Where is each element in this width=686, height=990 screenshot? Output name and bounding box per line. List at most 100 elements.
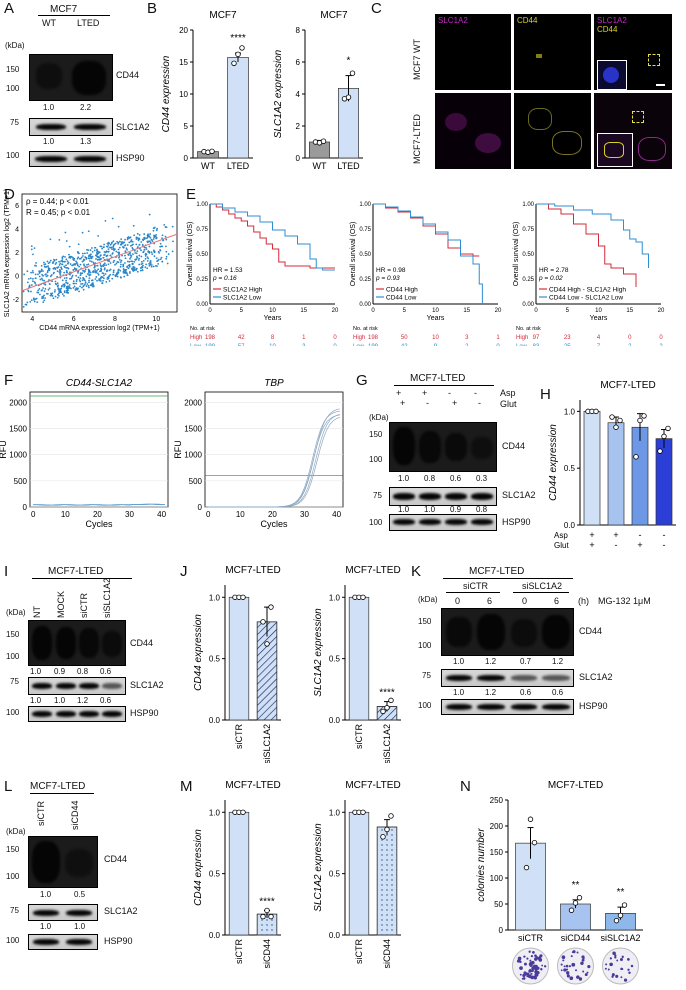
scatter-point: [78, 265, 81, 268]
panel-a-kda: (kDa): [5, 41, 25, 50]
scatter-point: [91, 247, 93, 249]
scatter-point: [35, 264, 38, 267]
scatter-point: [152, 265, 155, 268]
x-tick-label: 10: [61, 510, 70, 519]
scatter-point: [103, 243, 106, 246]
amplification-curve: [33, 503, 165, 506]
x-tick-label: 6: [72, 316, 76, 323]
colony-dot: [628, 971, 631, 974]
y-tick-label: 5: [184, 122, 189, 131]
data-point: [268, 913, 274, 920]
scatter-point: [148, 213, 151, 216]
risk-value: 7: [597, 344, 601, 346]
panel-g-quant-cd44: 0.6: [450, 474, 462, 483]
scatter-point: [96, 279, 98, 282]
scatter-point: [118, 246, 121, 249]
scatter-point: [100, 269, 102, 272]
colony-dot: [611, 973, 615, 977]
scatter-point: [47, 262, 50, 265]
scatter-point: [66, 282, 69, 285]
micro-row-lted: MCF7-LTED: [412, 114, 422, 164]
scatter-point: [133, 266, 136, 269]
scatter-point: [155, 257, 158, 260]
scatter-point: [118, 255, 121, 258]
scatter-point: [124, 238, 126, 241]
panel-a-quant-cd44-1: 2.2: [80, 103, 92, 112]
scatter-point: [97, 256, 99, 259]
panel-letter-b: B: [147, 0, 158, 17]
scatter-point: [43, 261, 45, 264]
scatter-point: [96, 269, 98, 272]
y-tick-label: 0.0: [329, 716, 341, 725]
y-tick-label: 0.5: [329, 870, 341, 879]
scatter-point: [30, 290, 32, 293]
scatter-point: [90, 256, 92, 259]
data-point: [264, 907, 270, 914]
scatter-point: [23, 273, 26, 276]
scatter-point: [128, 241, 131, 244]
colony-dot: [571, 962, 576, 967]
data-point: [240, 809, 246, 815]
x-tick-label: 10: [432, 308, 439, 314]
y-tick-label: 100: [490, 874, 504, 883]
panel-j-charts: MCF7-LTED 0.0 0.5 1.0 CD44 expression siCTR si…: [193, 565, 401, 763]
plate-circle: [602, 947, 639, 985]
bar: [583, 411, 601, 526]
scatter-point: [88, 279, 90, 282]
y-tick-label: 1.0: [209, 593, 221, 602]
scatter-point: [116, 275, 119, 278]
scatter-point: [153, 250, 155, 253]
colony-dot: [526, 972, 530, 976]
scatter-point: [141, 262, 144, 265]
plot-frame: [204, 391, 344, 508]
scatter-point: [29, 300, 32, 303]
risk-value: 42: [238, 335, 245, 341]
scatter-point: [54, 282, 57, 285]
scatter-point: [30, 245, 33, 248]
scatter-point: [65, 240, 68, 242]
x-tick-label: 20: [658, 308, 665, 314]
scatter-point: [75, 260, 77, 263]
panel-g-quant-slc1a2: 1.0: [424, 505, 436, 514]
scatter-point: [87, 284, 90, 287]
scatter-point: [115, 250, 118, 253]
bar-pattern: [376, 826, 398, 936]
panel-k-blot-hsp90: [441, 699, 574, 715]
scatter-point: [75, 274, 78, 277]
scatter-point: [94, 254, 97, 257]
glut-label: Glut: [554, 541, 569, 550]
scatter-point: [112, 240, 115, 243]
scatter-point: [76, 257, 79, 260]
risk-row-label: Low: [353, 344, 365, 346]
scatter-point: [97, 272, 99, 275]
scatter-point: [131, 263, 134, 266]
scatter-point: [61, 257, 64, 260]
x-tick-label: 30: [125, 510, 134, 519]
legend-label: CD44 Low - SLC1A2 Low: [549, 295, 623, 302]
colony-dot: [523, 955, 526, 958]
y-tick-label: 150: [490, 848, 504, 857]
panel-g-quant-slc1a2: 0.8: [476, 505, 488, 514]
scatter-point: [94, 278, 97, 280]
scatter-point: [143, 233, 146, 235]
scatter-point: [124, 250, 127, 253]
scatter-point: [103, 264, 106, 266]
panel-g-glut-sign: -: [478, 398, 481, 408]
data-point: [264, 641, 270, 647]
y-tick-label: 4: [15, 226, 19, 233]
panel-d-scatter: 4 6 8 10 -2 0 2 4 6 ρ = 0.44; p < 0.01 R = 0.45; p…: [4, 189, 178, 332]
scatter-point: [112, 261, 115, 264]
scatter-point: [132, 253, 134, 256]
scatter-point: [126, 274, 129, 276]
y-tick-label: 0.50: [522, 252, 534, 258]
scatter-point: [55, 261, 58, 264]
scatter-point: [122, 270, 125, 273]
panel-g-quant-slc1a2: 0.9: [450, 505, 462, 514]
data-point: [665, 425, 671, 432]
panel-a-marker-75: 75: [10, 118, 19, 127]
scatter-point: [81, 231, 84, 234]
y-tick-label: 0.00: [359, 302, 371, 308]
scatter-point: [143, 246, 146, 249]
scatter-point: [123, 241, 126, 244]
panel-k-time: 0: [522, 596, 528, 606]
